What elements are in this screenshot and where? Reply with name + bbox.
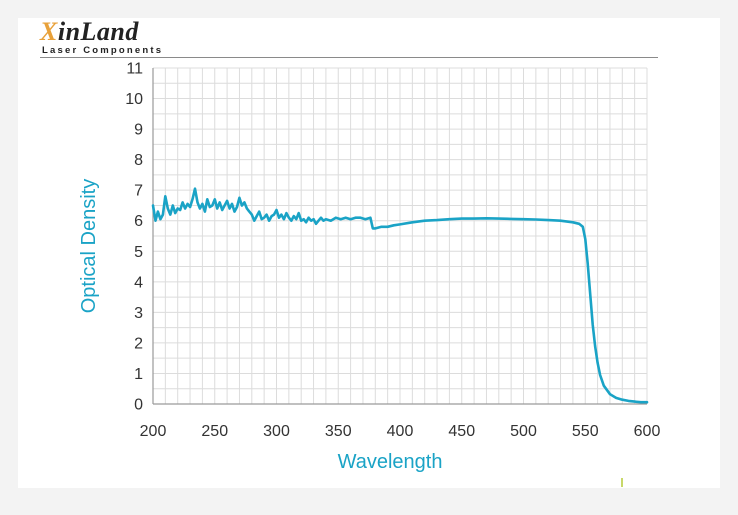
x-tick-label: 450: [448, 423, 475, 440]
logo-tagline: Laser Components: [42, 45, 164, 56]
chart-tick-labels: 0 1 2 3 4 5 6 7 8 9 10 11 200 250 300 350 400 450 500 550 60…: [125, 61, 660, 441]
corner-mark: [621, 478, 623, 487]
y-tick-label: 1: [134, 366, 143, 383]
y-tick-label: 11: [126, 61, 143, 78]
logo-wordmark-rest: inLand: [57, 17, 139, 46]
logo-wordmark: XinLand: [40, 18, 139, 46]
od-series-line: [151, 187, 649, 404]
y-tick-label: 5: [134, 244, 143, 261]
x-tick-label: 300: [263, 423, 290, 440]
x-tick-label: 500: [510, 423, 537, 440]
y-tick-label: 9: [134, 122, 143, 139]
y-tick-label: 7: [134, 183, 143, 200]
y-tick-label: 8: [134, 152, 143, 169]
header-divider: [40, 57, 658, 58]
chart-series: [151, 187, 649, 404]
y-tick-label: 2: [134, 335, 143, 352]
y-tick-label: 10: [125, 91, 143, 108]
xinland-logo: XinLand Laser Components: [40, 18, 190, 58]
y-tick-label: 3: [134, 305, 143, 322]
chart-grid: [152, 67, 648, 405]
x-tick-label: 550: [572, 423, 599, 440]
x-tick-label: 250: [201, 423, 228, 440]
y-axis-title: Optical Density: [78, 179, 100, 314]
y-tick-label: 0: [134, 397, 143, 414]
chart-axes: [152, 68, 647, 405]
x-axis-title: Wavelength: [338, 451, 443, 473]
chart-card: [18, 18, 720, 488]
x-tick-label: 400: [387, 423, 414, 440]
x-tick-label: 600: [634, 423, 661, 440]
logo-wordmark-accent: X: [40, 17, 58, 46]
y-tick-label: 4: [134, 274, 143, 291]
x-tick-label: 350: [325, 423, 352, 440]
y-tick-label: 6: [134, 213, 143, 230]
x-tick-label: 200: [140, 423, 167, 440]
